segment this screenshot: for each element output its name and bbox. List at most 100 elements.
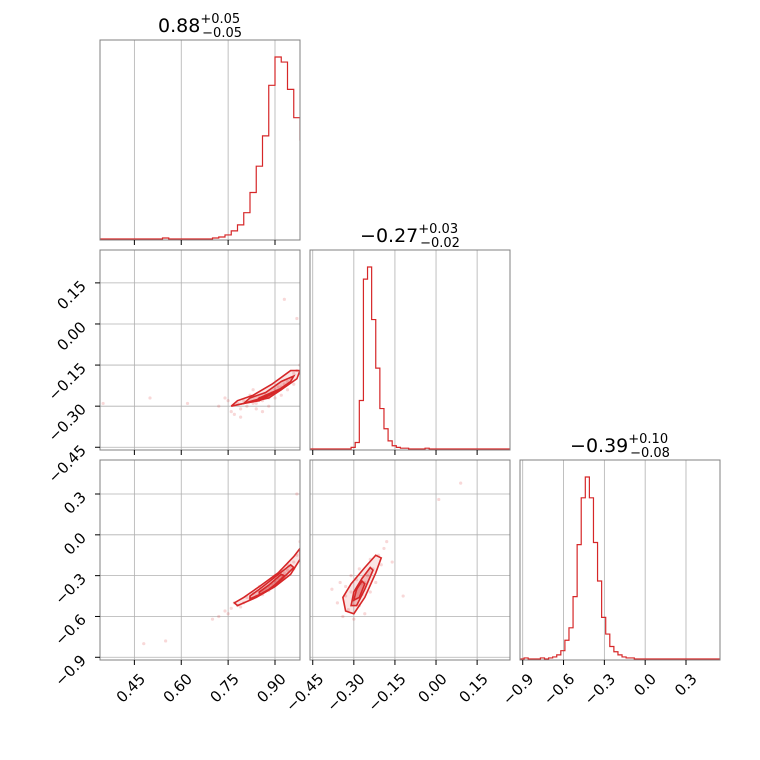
sample-point <box>379 563 383 567</box>
sample-point <box>164 639 168 643</box>
x-tick-label: 0.75 <box>207 670 243 706</box>
sample-point <box>437 497 441 502</box>
panel-frame <box>99 459 301 661</box>
sample-point <box>223 396 227 400</box>
panel-frame <box>309 459 511 661</box>
x-tick-label: 0.45 <box>113 670 149 706</box>
panel-content <box>330 481 463 621</box>
y-tick-label: −0.3 <box>51 570 89 608</box>
title-upper-error: +0.10 <box>628 432 668 447</box>
sample-point <box>330 587 334 591</box>
x-tick-label: −0.3 <box>581 670 619 708</box>
title-lower-error: −0.08 <box>630 446 670 461</box>
sample-point <box>260 410 265 414</box>
panel-frame <box>309 249 511 451</box>
sample-point <box>282 297 286 301</box>
contour-level-2 <box>352 579 366 602</box>
title-lower-error: −0.05 <box>202 26 242 41</box>
title-param-2: −0.39+0.10 −0.08 <box>570 432 670 461</box>
sample-point <box>349 574 353 578</box>
title-param-1: −0.27+0.03 −0.02 <box>360 222 460 251</box>
panel-content <box>142 492 300 646</box>
x-tick-label: 0.3 <box>671 670 701 700</box>
panel-2-0 <box>95 459 301 665</box>
x-tick-label: −0.15 <box>364 670 409 715</box>
contour-level-1 <box>350 566 374 607</box>
y-tick-label: 0.15 <box>53 277 89 313</box>
panel-content <box>101 297 300 419</box>
sample-point <box>295 316 299 321</box>
sample-point <box>254 401 258 406</box>
panel-0-0 <box>99 39 301 245</box>
sample-point <box>229 606 233 610</box>
title-value: −0.27 <box>360 225 418 247</box>
sample-point <box>210 617 215 621</box>
sample-point <box>254 407 258 411</box>
sample-point <box>285 568 290 572</box>
title-value: 0.88 <box>158 15 200 37</box>
sample-point <box>292 382 296 386</box>
x-tick-label: −0.9 <box>499 670 537 708</box>
sample-point <box>223 609 227 613</box>
sample-point <box>239 407 243 411</box>
y-tick-label: −0.45 <box>45 441 90 486</box>
sample-point <box>142 642 146 646</box>
title-lower-error: −0.02 <box>420 236 460 251</box>
contour-level-2 <box>255 386 285 402</box>
sample-point <box>282 571 286 575</box>
sample-point <box>295 492 299 496</box>
y-tick-label: 0.0 <box>60 529 90 559</box>
contour-level-0 <box>233 547 300 607</box>
y-tick-label: −0.15 <box>45 359 90 404</box>
sample-point <box>352 617 356 621</box>
sample-point <box>217 404 221 408</box>
sample-point <box>242 399 246 403</box>
sample-point <box>390 560 394 564</box>
histogram-2 <box>520 476 720 660</box>
sample-point <box>226 399 230 403</box>
sample-point <box>279 393 283 397</box>
y-tick-label: 0.00 <box>53 318 89 354</box>
x-tick-label: 0.15 <box>456 670 492 706</box>
panel-2-1 <box>309 459 511 665</box>
sample-point <box>232 412 236 416</box>
sample-point <box>226 612 230 616</box>
panel-frame <box>99 249 301 451</box>
sample-point <box>349 590 353 594</box>
contour-level-2 <box>258 573 286 597</box>
panel-content <box>310 266 510 450</box>
y-tick-label: −0.9 <box>51 651 89 689</box>
x-tick-label: −0.6 <box>540 670 578 708</box>
sample-point <box>101 401 105 406</box>
panel-1-0 <box>95 249 301 455</box>
y-tick-label: −0.30 <box>45 400 90 445</box>
sample-point <box>148 396 152 400</box>
sample-point <box>374 580 378 585</box>
panel-frame <box>519 459 721 661</box>
sample-point <box>229 410 233 414</box>
sample-point <box>401 594 405 598</box>
sample-point <box>365 574 370 578</box>
sample-point <box>341 614 345 619</box>
sample-point <box>292 560 296 564</box>
title-upper-error: +0.05 <box>200 12 240 27</box>
sample-point <box>185 401 190 406</box>
sample-point <box>368 590 372 594</box>
sample-point <box>292 371 296 375</box>
contour-level-1 <box>241 374 296 405</box>
sample-point <box>273 396 277 400</box>
sample-point <box>346 608 350 612</box>
x-tick-label: −0.30 <box>323 670 368 715</box>
panel-content <box>520 476 720 660</box>
x-tick-label: 0.0 <box>630 670 660 700</box>
sample-point <box>363 612 367 616</box>
title-param-0: 0.88+0.05 −0.05 <box>158 12 242 41</box>
panel-1-1 <box>309 249 511 455</box>
x-tick-label: 0.60 <box>160 670 196 706</box>
sample-point <box>344 584 348 589</box>
sample-point <box>338 580 342 585</box>
histogram-0 <box>100 56 300 240</box>
sample-point <box>459 481 463 485</box>
title-upper-error: +0.03 <box>418 222 458 237</box>
